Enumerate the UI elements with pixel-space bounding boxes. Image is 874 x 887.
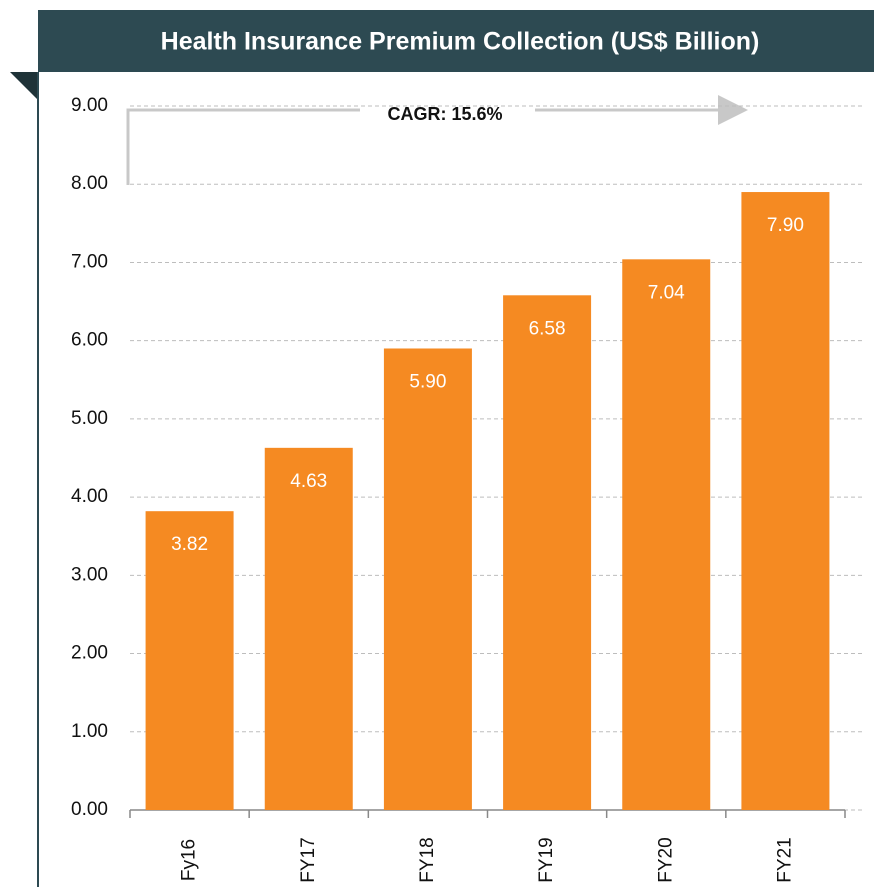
y-tick-label: 8.00 xyxy=(71,173,108,194)
cagr-line xyxy=(126,108,360,185)
bar xyxy=(503,295,592,810)
value-label: 6.58 xyxy=(529,318,566,339)
y-tick-label: 6.00 xyxy=(71,330,108,351)
title-banner xyxy=(38,10,874,72)
chart-title: Health Insurance Premium Collection (US$… xyxy=(161,28,760,56)
x-tick-label: FY21 xyxy=(774,837,795,882)
value-label: 7.04 xyxy=(648,282,685,303)
x-tick-label: FY19 xyxy=(536,837,557,882)
y-tick-label: 9.00 xyxy=(71,95,108,116)
bar xyxy=(383,348,472,810)
cagr-label: CAGR: 15.6% xyxy=(387,104,502,124)
bar xyxy=(264,447,353,810)
bar xyxy=(145,511,234,810)
value-label: 5.90 xyxy=(409,372,446,393)
x-tick-label: FY17 xyxy=(298,837,319,882)
y-tick-label: 5.00 xyxy=(71,408,108,429)
y-tick-label: 0.00 xyxy=(71,799,108,820)
bar xyxy=(741,192,830,811)
bar xyxy=(622,259,711,810)
value-label: 3.82 xyxy=(171,534,208,555)
y-tick-label: 1.00 xyxy=(71,721,108,742)
x-tick-label: FY20 xyxy=(655,837,676,882)
y-tick-label: 7.00 xyxy=(71,251,108,272)
value-label: 4.63 xyxy=(290,471,327,492)
banner-fold xyxy=(10,72,38,100)
y-tick-label: 2.00 xyxy=(71,643,108,664)
y-tick-label: 3.00 xyxy=(71,564,108,585)
x-tick-label: Fy16 xyxy=(179,839,200,881)
x-tick-label: FY18 xyxy=(417,837,438,882)
value-label: 7.90 xyxy=(767,215,804,236)
y-tick-label: 4.00 xyxy=(71,486,108,507)
